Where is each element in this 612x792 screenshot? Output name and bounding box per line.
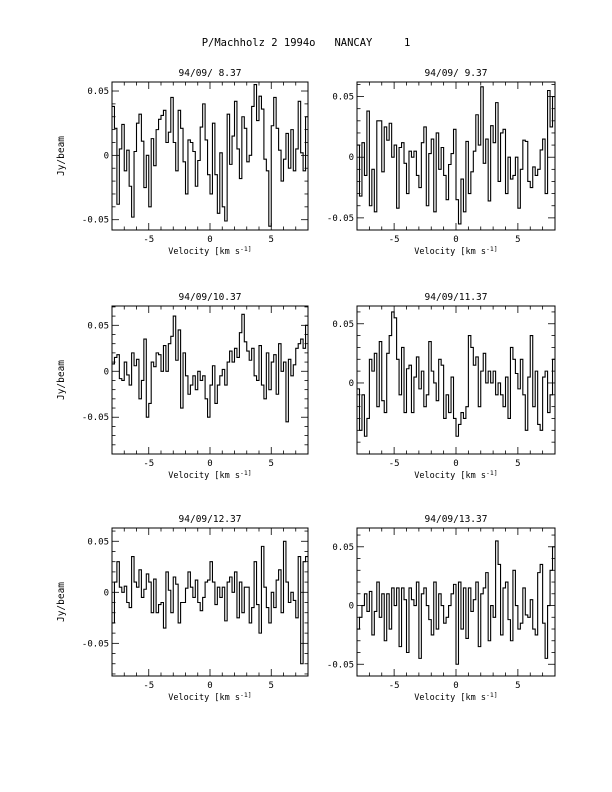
chart-panel-4: -5 0 5 0 0.05 94/09/11.37 Velocity [km s-1] <box>332 292 556 481</box>
spectrum-series-line <box>357 311 555 437</box>
y-axis-label: Jy/beam <box>56 360 67 400</box>
y-tick-label: -0.05 <box>327 214 354 224</box>
x-tick-label: 0 <box>453 235 458 245</box>
y-tick-label: -0.05 <box>82 216 109 226</box>
chart-panel-2: -5 0 5 -0.05 0 0.05 94/09/ 9.37 Velocity [km s-… <box>327 68 556 257</box>
x-tick-label: -5 <box>389 681 400 691</box>
y-tick-label: 0 <box>349 602 354 612</box>
y-tick-label: 0.05 <box>87 537 109 547</box>
y-axis-label: Jy/beam <box>56 582 67 622</box>
chart-panel-3: -5 0 5 -0.05 0 0.05 94/09/10.37 Velocity [km s-… <box>56 292 309 481</box>
y-tick-label: 0 <box>349 153 354 163</box>
chart-title: 94/09/ 8.37 <box>179 68 242 79</box>
chart-title: 94/09/13.37 <box>425 514 488 525</box>
x-tick-label: 5 <box>515 459 520 469</box>
y-tick-label: -0.05 <box>82 639 109 649</box>
x-tick-label: 5 <box>269 235 274 245</box>
y-tick-label: 0.05 <box>332 543 354 553</box>
y-tick-label: -0.05 <box>327 660 354 670</box>
x-tick-label: -5 <box>143 459 154 469</box>
x-tick-label: 0 <box>207 235 212 245</box>
y-axis-label: Jy/beam <box>56 136 67 176</box>
x-tick-label: -5 <box>389 459 400 469</box>
y-tick-label: 0.05 <box>332 320 354 330</box>
x-axis-label: Velocity [km s-1] <box>414 469 497 481</box>
chart-panel-1: -5 0 5 -0.05 0 0.05 94/09/ 8.37 Velocity [km s-… <box>56 68 309 257</box>
chart-panel-5: -5 0 5 -0.05 0 0.05 94/09/12.37 Velocity [km s-… <box>56 514 309 703</box>
chart-title: 94/09/11.37 <box>425 292 488 303</box>
chart-panel-6: -5 0 5 -0.05 0 0.05 94/09/13.37 Velocity [km s-… <box>327 514 556 703</box>
x-axis-label: Velocity [km s-1] <box>168 691 251 703</box>
spectrum-series-line <box>112 540 308 665</box>
spectrum-series-line <box>357 86 555 225</box>
x-tick-label: -5 <box>143 681 154 691</box>
x-axis-label: Velocity [km s-1] <box>414 691 497 703</box>
x-tick-label: -5 <box>143 235 154 245</box>
y-tick-label: 0 <box>104 367 109 377</box>
chart-title: 94/09/ 9.37 <box>425 68 488 79</box>
x-tick-label: 0 <box>453 459 458 469</box>
x-tick-label: 5 <box>515 681 520 691</box>
x-axis-label: Velocity [km s-1] <box>168 245 251 257</box>
chart-title: 94/09/12.37 <box>179 514 242 525</box>
spectrum-series-line <box>357 540 555 665</box>
y-tick-label: 0 <box>104 151 109 161</box>
x-axis-label: Velocity [km s-1] <box>168 469 251 481</box>
x-tick-label: 5 <box>515 235 520 245</box>
y-tick-label: 0 <box>349 379 354 389</box>
y-tick-label: 0.05 <box>87 321 109 331</box>
spectrum-series-line <box>112 313 308 423</box>
y-tick-label: 0.05 <box>87 87 109 97</box>
x-tick-label: 5 <box>269 459 274 469</box>
x-axis-label: Velocity [km s-1] <box>414 245 497 257</box>
x-tick-label: 0 <box>453 681 458 691</box>
chart-title: 94/09/10.37 <box>179 292 242 303</box>
y-tick-label: 0.05 <box>332 93 354 103</box>
plot-frame <box>111 527 309 677</box>
x-tick-label: 5 <box>269 681 274 691</box>
y-tick-label: 0 <box>104 588 109 598</box>
spectrum-series-line <box>112 84 308 227</box>
page-title: P/Machholz 2 1994o NANCAY 1 <box>201 37 411 49</box>
x-tick-label: 0 <box>207 459 212 469</box>
plot-frame <box>111 81 309 231</box>
x-tick-label: 0 <box>207 681 212 691</box>
y-tick-label: -0.05 <box>82 413 109 423</box>
x-tick-label: -5 <box>389 235 400 245</box>
